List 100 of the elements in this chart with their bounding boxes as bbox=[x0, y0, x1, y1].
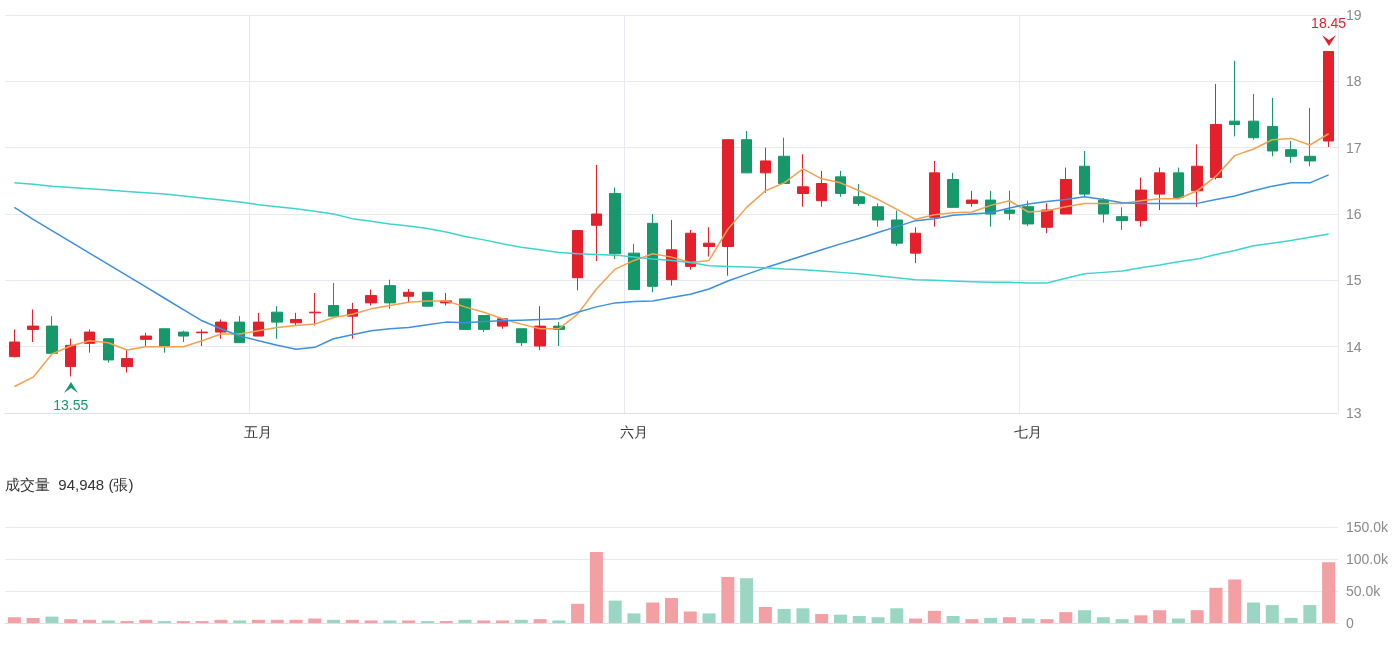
candlestick bbox=[722, 139, 734, 277]
bar bbox=[82, 619, 96, 623]
candlestick bbox=[478, 314, 490, 333]
candlestick bbox=[1004, 190, 1015, 221]
x-tick-label: 七月 bbox=[1014, 424, 1043, 440]
candlestick bbox=[1173, 167, 1184, 198]
candlestick bbox=[910, 226, 921, 264]
y-tick-label: 0 bbox=[1346, 615, 1354, 631]
candlestick bbox=[1248, 93, 1259, 141]
x-tick-label: 六月 bbox=[619, 424, 648, 440]
candlestick bbox=[290, 312, 302, 326]
bar bbox=[833, 614, 847, 623]
bar bbox=[533, 619, 547, 623]
bar bbox=[308, 618, 322, 623]
y-tick-label: 16 bbox=[1346, 206, 1362, 222]
candlestick bbox=[1267, 97, 1278, 157]
line-series bbox=[13, 174, 1330, 351]
bar bbox=[683, 611, 697, 623]
candlestick bbox=[271, 305, 283, 340]
bar bbox=[1021, 618, 1035, 623]
bar bbox=[646, 602, 660, 623]
candlestick bbox=[1154, 167, 1165, 211]
bar bbox=[270, 619, 284, 623]
bar bbox=[852, 615, 866, 623]
bar bbox=[214, 619, 228, 623]
bar bbox=[1284, 617, 1298, 623]
candlestick bbox=[309, 292, 321, 326]
bar bbox=[665, 598, 678, 623]
candlestick bbox=[760, 147, 771, 194]
x-tick-label: 五月 bbox=[244, 424, 273, 440]
bar bbox=[927, 610, 941, 623]
bar bbox=[702, 613, 716, 623]
candlestick bbox=[741, 130, 752, 174]
y-tick-label: 15 bbox=[1346, 272, 1362, 289]
candlestick bbox=[196, 328, 208, 347]
candlestick bbox=[140, 332, 152, 348]
bar bbox=[909, 618, 923, 623]
bar bbox=[458, 619, 472, 623]
candlestick bbox=[703, 226, 715, 257]
bar bbox=[1002, 617, 1016, 623]
candlestick bbox=[835, 170, 846, 198]
bar bbox=[721, 576, 735, 623]
y-tick-label: 18 bbox=[1346, 73, 1362, 90]
candlestick bbox=[891, 210, 903, 247]
candlestick bbox=[403, 288, 414, 304]
candlestick bbox=[966, 190, 978, 208]
bar bbox=[477, 620, 491, 623]
y-tick-label: 50.0k bbox=[1346, 583, 1382, 599]
bar bbox=[796, 608, 810, 623]
chart-title: 成交量 94,948 (張) bbox=[5, 476, 134, 493]
candlestick bbox=[778, 137, 790, 184]
bar bbox=[589, 551, 603, 623]
candlestick bbox=[609, 186, 621, 260]
y-tick-label: 17 bbox=[1346, 139, 1362, 156]
candlestick bbox=[103, 338, 114, 364]
candlestick bbox=[797, 153, 809, 208]
bar bbox=[289, 619, 303, 623]
candlestick bbox=[872, 202, 884, 228]
bar bbox=[26, 617, 40, 623]
annotation: 18.45 bbox=[1311, 15, 1347, 32]
bar bbox=[1190, 610, 1204, 623]
bar bbox=[1303, 605, 1317, 623]
bar bbox=[383, 620, 397, 623]
candlestick bbox=[384, 279, 396, 310]
candlestick bbox=[1116, 206, 1128, 231]
candlestick bbox=[121, 349, 133, 374]
candlestick bbox=[647, 213, 658, 293]
candlestick bbox=[1060, 167, 1072, 215]
candlestick bbox=[947, 172, 959, 208]
candlestick bbox=[459, 298, 471, 330]
candlestick bbox=[1285, 140, 1297, 164]
candlestick bbox=[1191, 143, 1203, 208]
candlestick bbox=[628, 243, 640, 291]
bar bbox=[1209, 587, 1223, 623]
candlestick bbox=[572, 230, 583, 291]
candlestick bbox=[1210, 83, 1222, 181]
candlestick bbox=[46, 315, 58, 354]
candlestick bbox=[27, 309, 39, 343]
bar bbox=[364, 620, 378, 623]
bar bbox=[7, 617, 21, 623]
bar bbox=[740, 578, 754, 623]
bar bbox=[45, 616, 59, 623]
bar bbox=[1228, 579, 1242, 623]
line-series bbox=[13, 132, 1330, 388]
bar bbox=[815, 614, 829, 623]
y-tick-label: 13 bbox=[1346, 405, 1362, 421]
candlestick bbox=[816, 170, 827, 208]
candlestick bbox=[516, 328, 527, 347]
candlestick bbox=[159, 328, 170, 354]
candlestick bbox=[591, 164, 602, 262]
candlestick bbox=[534, 305, 546, 351]
bar bbox=[608, 600, 622, 623]
y-tick-label: 19 bbox=[1346, 7, 1362, 23]
candlestick bbox=[1098, 197, 1109, 224]
annotation: 13.55 bbox=[53, 396, 89, 413]
bar bbox=[1040, 619, 1054, 623]
candlestick bbox=[666, 219, 677, 287]
line-series bbox=[13, 182, 1330, 284]
bar bbox=[139, 619, 153, 623]
bar bbox=[233, 620, 247, 623]
